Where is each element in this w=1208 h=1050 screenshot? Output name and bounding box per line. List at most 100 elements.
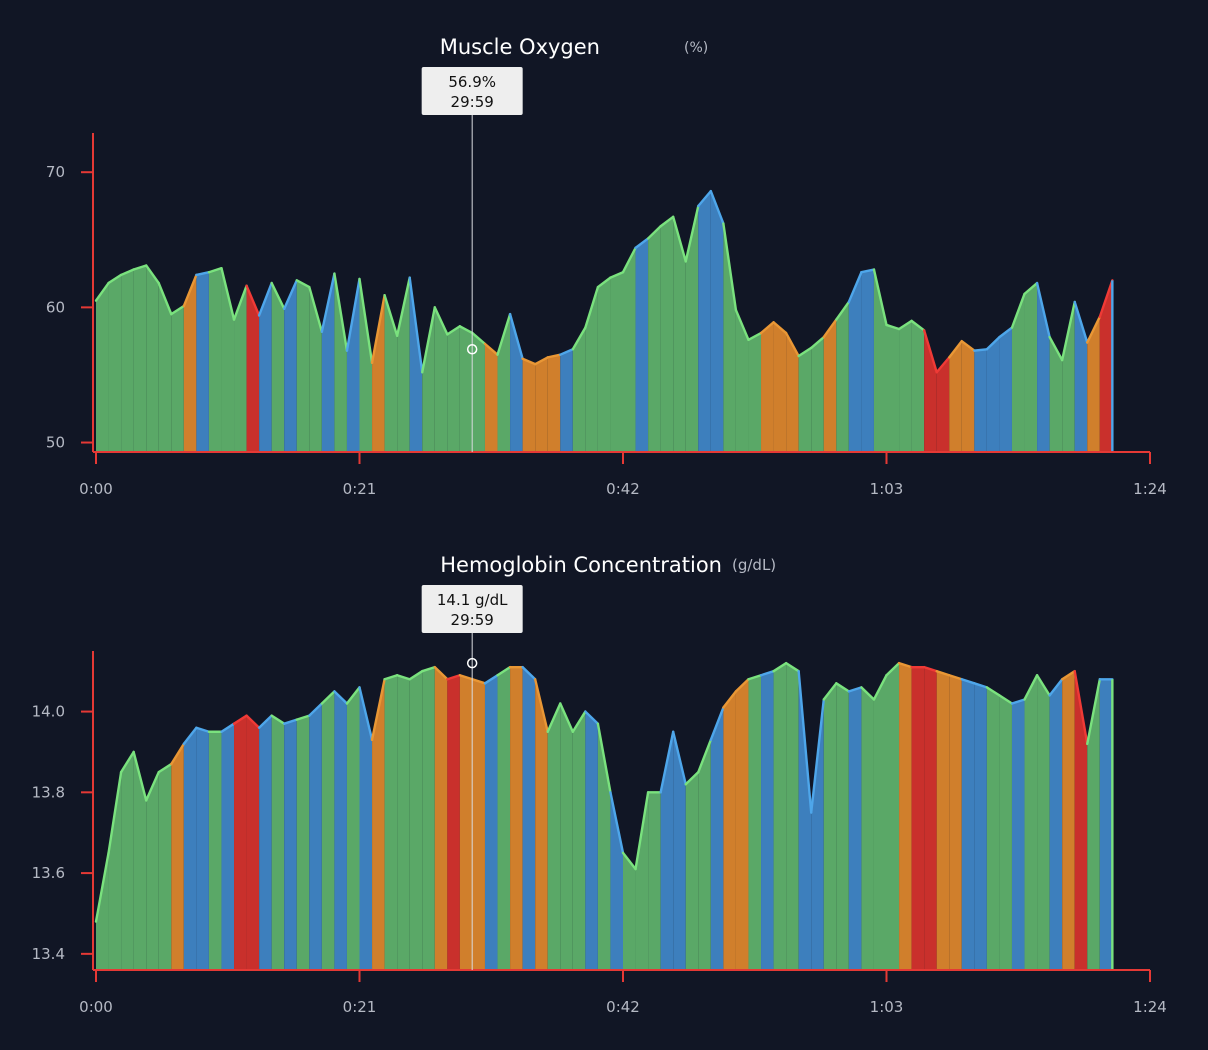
muscle-oxygen-line-segment bbox=[1086, 315, 1102, 344]
muscle-oxygen-line-segment bbox=[609, 271, 625, 279]
muscle-oxygen-y-ticks: 50 60 70 bbox=[46, 163, 93, 452]
hemoglobin-line-segment bbox=[333, 690, 349, 705]
muscle-oxygen-line-segment bbox=[170, 304, 186, 316]
hemoglobin-line-segment bbox=[521, 665, 537, 681]
muscle-oxygen-zone-band bbox=[146, 265, 159, 452]
muscle-oxygen-title: Muscle Oxygen bbox=[440, 35, 600, 59]
muscle-oxygen-line-segment bbox=[1035, 281, 1051, 339]
hemoglobin-line-segment bbox=[772, 661, 788, 673]
hemoglobin-zone-band bbox=[748, 675, 762, 970]
muscle-oxygen-zone-band bbox=[1099, 280, 1113, 452]
muscle-oxygen-x-ticks: 0:00 0:21 0:42 1:03 1:24 bbox=[79, 452, 1167, 498]
hemoglobin-line-segment bbox=[220, 722, 236, 733]
muscle-oxygen-line-segment bbox=[772, 321, 788, 335]
hemoglobin-line-segment bbox=[684, 770, 700, 786]
hemoglobin-line-segment bbox=[810, 698, 825, 814]
hemoglobin-line-segment bbox=[960, 678, 976, 685]
hemoglobin-zone-band bbox=[685, 772, 699, 970]
hemoglobin-zone-band bbox=[183, 727, 197, 970]
hemoglobin-line-segment bbox=[609, 791, 625, 855]
muscle-oxygen-zone-band bbox=[786, 333, 799, 452]
hemoglobin-zone-band bbox=[497, 667, 511, 970]
hemoglobin-line-segment bbox=[985, 686, 1001, 697]
hemoglobin-zone-band bbox=[861, 687, 874, 970]
hemoglobin-zone-band bbox=[597, 723, 611, 970]
muscle-oxygen-zone-band bbox=[1087, 316, 1100, 452]
muscle-oxygen-line-segment bbox=[935, 356, 951, 374]
muscle-oxygen-zone-band bbox=[660, 216, 674, 452]
muscle-oxygen-x-tick-label: 0:00 bbox=[79, 480, 113, 498]
muscle-oxygen-cursor[interactable]: 56.9% 29:59 bbox=[421, 67, 523, 452]
muscle-oxygen-zone-band bbox=[133, 265, 147, 452]
muscle-oxygen-chart: 50 60 70 0:00 0:21 0:42 1:03 1:24 Muscle Oxyge… bbox=[46, 35, 1167, 498]
hemoglobin-x-tick-label: 0:00 bbox=[79, 998, 113, 1016]
muscle-oxygen-zone-band bbox=[911, 320, 925, 452]
muscle-oxygen-line-segment bbox=[270, 281, 286, 310]
hemoglobin-line-segment bbox=[170, 742, 186, 766]
muscle-oxygen-zone-band bbox=[284, 280, 297, 452]
hemoglobin-zone-band bbox=[1099, 679, 1113, 970]
muscle-oxygen-zone-band bbox=[422, 307, 435, 452]
muscle-oxygen-zone-band bbox=[246, 285, 260, 452]
hemoglobin-zone-band bbox=[924, 667, 937, 970]
muscle-oxygen-zone-band bbox=[158, 283, 172, 452]
muscle-oxygen-unit: (%) bbox=[684, 40, 708, 56]
hemoglobin-zone-band bbox=[660, 731, 674, 970]
hemoglobin-zone-band bbox=[321, 691, 335, 970]
muscle-oxygen-line-segment bbox=[182, 273, 198, 308]
muscle-oxygen-line-segment bbox=[646, 225, 662, 240]
hemoglobin-line-segment bbox=[747, 674, 763, 681]
muscle-oxygen-line-segment bbox=[1010, 292, 1026, 329]
hemoglobin-zone-band bbox=[1062, 671, 1075, 970]
muscle-oxygen-tooltip bbox=[421, 67, 523, 115]
hemoglobin-zone-band bbox=[409, 671, 423, 970]
muscle-oxygen-line-segment bbox=[784, 331, 800, 358]
hemoglobin-zone-band bbox=[811, 699, 824, 970]
hemoglobin-cursor-point[interactable] bbox=[466, 657, 478, 669]
muscle-oxygen-zone-band bbox=[171, 306, 184, 452]
hemoglobin-line-segment bbox=[295, 714, 311, 721]
hemoglobin-zone-band bbox=[259, 715, 272, 970]
muscle-oxygen-line-segment bbox=[571, 326, 587, 351]
hemoglobin-line-segment bbox=[797, 669, 813, 814]
hemoglobin-line-segment bbox=[245, 714, 261, 729]
hemoglobin-line-segment bbox=[885, 661, 901, 677]
hemoglobin-zone-band bbox=[121, 751, 134, 970]
hemoglobin-line-segment bbox=[860, 686, 876, 701]
hemoglobin-zone-band bbox=[886, 663, 900, 970]
muscle-oxygen-line-segment bbox=[835, 300, 851, 321]
muscle-oxygen-zone-band bbox=[547, 354, 561, 452]
muscle-oxygen-zone-band bbox=[999, 327, 1012, 452]
muscle-oxygen-zone-band bbox=[798, 347, 812, 452]
hemoglobin-line-segment bbox=[1035, 674, 1051, 697]
hemoglobin-zone-band bbox=[710, 707, 724, 970]
hemoglobin-zone-band bbox=[949, 675, 962, 970]
muscle-oxygen-cursor-point[interactable] bbox=[466, 344, 478, 355]
muscle-oxygen-line-segment bbox=[157, 281, 173, 316]
muscle-oxygen-line-segment bbox=[759, 321, 775, 335]
hemoglobin-line-segment bbox=[119, 750, 135, 774]
hemoglobin-zone-band bbox=[610, 792, 623, 970]
hemoglobin-cursor[interactable]: 14.1 g/dL 29:59 bbox=[421, 585, 523, 970]
muscle-oxygen-zone-band bbox=[96, 283, 109, 452]
muscle-oxygen-line-segment bbox=[709, 189, 725, 225]
muscle-oxygen-line-segment bbox=[207, 266, 223, 274]
hemoglobin-line-segment bbox=[94, 851, 110, 923]
hemoglobin-zone-band bbox=[936, 671, 950, 970]
hemoglobin-line-segment bbox=[847, 686, 863, 693]
muscle-oxygen-line-segment bbox=[747, 331, 763, 342]
muscle-oxygen-zone-band bbox=[974, 349, 987, 452]
hemoglobin-line-segment bbox=[308, 702, 324, 717]
hemoglobin-zone-band bbox=[271, 715, 285, 970]
muscle-oxygen-zone-band bbox=[899, 320, 912, 452]
muscle-oxygen-line-segment bbox=[345, 277, 361, 352]
hemoglobin-line-segment bbox=[1023, 674, 1039, 701]
muscle-oxygen-zone-band bbox=[597, 277, 611, 452]
hemoglobin-line-segment bbox=[1048, 678, 1064, 697]
hemoglobin-zone-band bbox=[434, 667, 448, 970]
hemoglobin-line-segment bbox=[546, 702, 562, 733]
hemoglobin-line-segment bbox=[922, 665, 938, 673]
muscle-oxygen-line-segment bbox=[872, 268, 888, 327]
hemoglobin-chart: 13.4 13.6 13.8 14.0 0:00 0:21 0:42 1:03 1:24 He… bbox=[32, 553, 1167, 1016]
